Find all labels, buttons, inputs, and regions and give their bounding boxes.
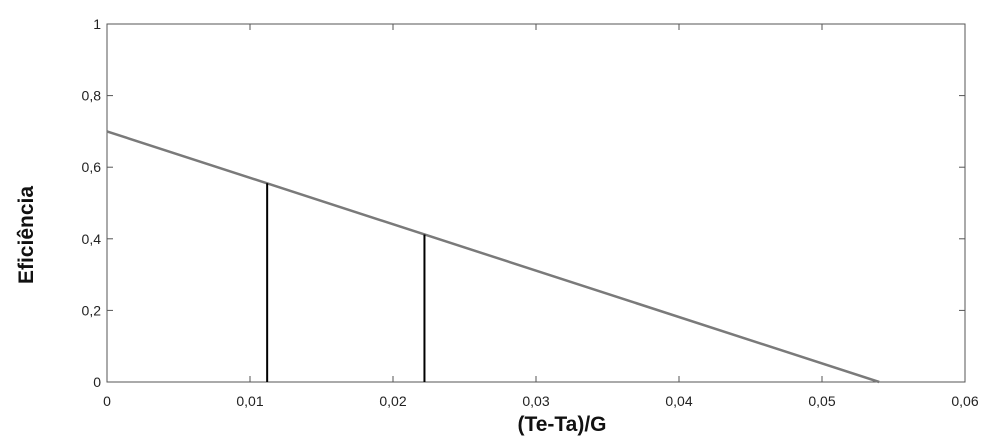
y-tick-label: 0,2 [82, 302, 102, 318]
x-tick-label: 0,03 [522, 393, 549, 409]
y-axis-title: Eficiência [15, 186, 38, 284]
x-ticks: 0 0,01 0,02 0,03 0,04 0,05 0,06 [103, 24, 979, 409]
x-tick-label: 0,01 [236, 393, 263, 409]
y-tick-label: 0,8 [82, 88, 102, 104]
x-tick-label: 0,06 [951, 393, 978, 409]
x-tick-label: 0,04 [665, 393, 692, 409]
y-tick-label: 0 [93, 374, 101, 390]
y-tick-label: 1 [93, 16, 101, 32]
plot-frame [106, 23, 966, 383]
efficiency-line [106, 130, 880, 384]
x-axis-title: (Te-Ta)/G [517, 413, 606, 436]
x-tick-label: 0,05 [808, 393, 835, 409]
x-tick-label: 0,02 [379, 393, 406, 409]
y-tick-label: 0,6 [82, 159, 102, 175]
y-ticks: 0 0,2 0,4 0,6 0,8 1 [82, 16, 965, 390]
series-group [106, 130, 880, 384]
x-tick-label: 0 [103, 393, 111, 409]
y-tick-label: 0,4 [82, 231, 102, 247]
